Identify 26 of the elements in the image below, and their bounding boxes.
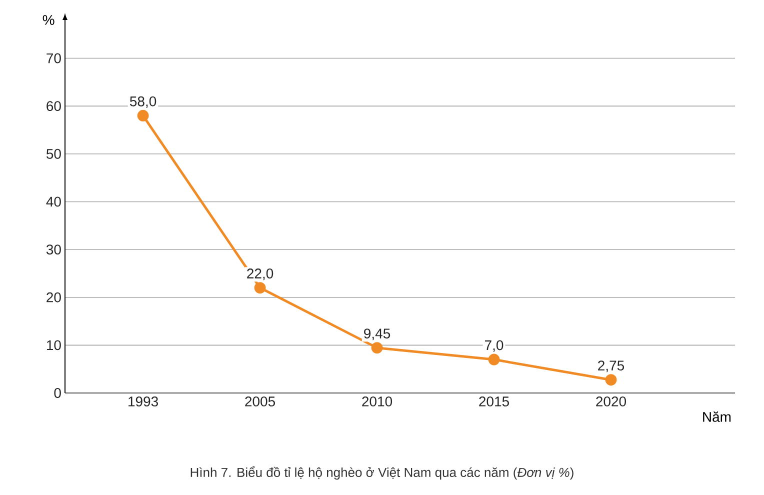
point <box>488 354 500 366</box>
y-tick-label: 50 <box>46 148 61 159</box>
x-tick-label: 1993 <box>128 396 158 406</box>
data-label: 9,45 <box>364 328 390 340</box>
y-tick-label: 40 <box>46 196 61 207</box>
x-tick-label: 2005 <box>245 396 276 406</box>
y-tick-label: 70 <box>46 53 61 64</box>
x-tick-label: 2020 <box>596 396 626 406</box>
data-label: 2,75 <box>598 360 624 372</box>
point <box>254 282 266 294</box>
data-label: 58,0 <box>130 96 156 108</box>
x-tick-label: 2015 <box>479 396 509 406</box>
data-label: 7,0 <box>484 340 504 352</box>
point <box>371 342 383 354</box>
y-tick-label: 30 <box>46 244 61 254</box>
point <box>605 374 617 386</box>
x-tick-label: 2010 <box>362 396 392 406</box>
x-axis-title: Năm <box>703 411 731 422</box>
y-axis-title: % <box>42 15 54 25</box>
text: Hình 7. Biểu đồ tỉ lệ hộ nghèo ở Việt Nam qua các năm (Đơn vị %) <box>190 466 574 480</box>
y-tick-label: 20 <box>46 292 61 302</box>
y-tick-label: 0 <box>54 388 61 398</box>
data-label: 22,0 <box>247 268 274 280</box>
point <box>137 110 149 122</box>
y-tick-label: 10 <box>46 340 61 350</box>
y-tick-label: 60 <box>46 101 61 112</box>
